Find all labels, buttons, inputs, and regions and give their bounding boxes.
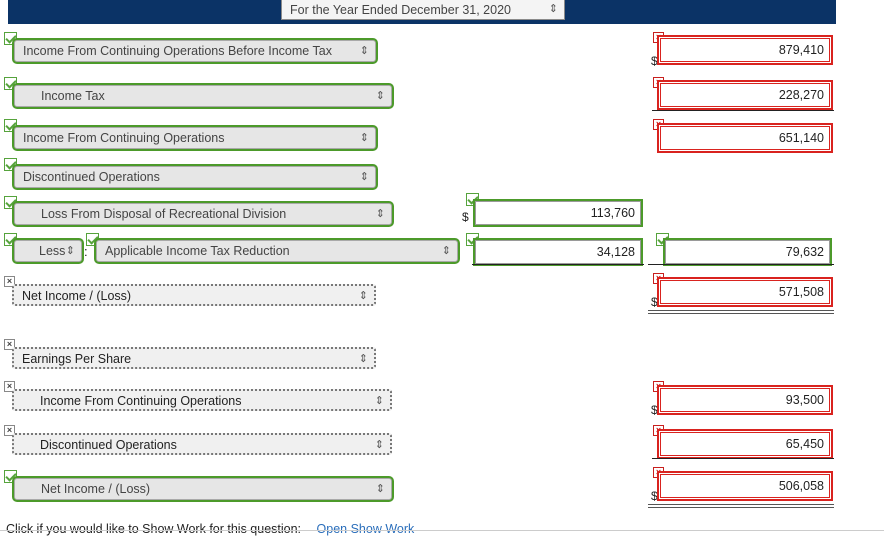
correct-check-icon [86, 233, 99, 246]
row-label-select[interactable]: Income From Continuing Operations ⇕ [12, 389, 392, 411]
incorrect-x-icon: × [653, 273, 664, 284]
total-double-underline-top [648, 504, 834, 505]
row-label-text: Earnings Per Share [22, 352, 132, 366]
footer-divider [0, 530, 884, 531]
correct-check-icon [4, 119, 17, 132]
select-arrows-icon: ⇕ [441, 245, 451, 257]
amount-input[interactable]: 65,450 [660, 432, 830, 456]
dollar-sign: $ [651, 489, 658, 503]
incorrect-x-icon: × [653, 32, 664, 43]
select-arrows-icon: ⇕ [359, 45, 369, 57]
correct-check-icon [4, 470, 17, 483]
row-label-text: Net Income / (Loss) [41, 482, 151, 496]
unanswered-x-icon: × [4, 276, 15, 287]
total-double-underline-top [648, 310, 834, 311]
row-label-text: Applicable Income Tax Reduction [105, 244, 290, 258]
unanswered-x-icon: × [4, 381, 15, 392]
select-arrows-icon: ⇕ [358, 290, 368, 302]
row-label-select[interactable]: Net Income / (Loss) ⇕ [12, 284, 376, 306]
dollar-sign: $ [651, 295, 658, 309]
subtotal-underline [472, 264, 644, 265]
row-label-select[interactable]: Income Tax ⇕ [14, 85, 392, 107]
row-label-text: Income Tax [41, 89, 105, 103]
incorrect-x-icon: × [653, 381, 664, 392]
row-label-select[interactable]: Income From Continuing Operations ⇕ [14, 127, 376, 149]
amount-input[interactable]: 228,270 [660, 83, 830, 107]
select-arrows-icon: ⇕ [374, 439, 384, 451]
unanswered-x-icon: × [4, 339, 15, 350]
dollar-sign: $ [651, 54, 658, 68]
select-arrows-icon: ⇕ [359, 171, 369, 183]
amount-input[interactable]: 506,058 [660, 474, 830, 498]
select-arrows-icon: ⇕ [65, 245, 75, 257]
row-label-text: Income From Continuing Operations [23, 131, 225, 145]
correct-check-icon [4, 158, 17, 171]
subtotal-underline [652, 458, 834, 459]
select-arrows-icon: ⇕ [358, 353, 368, 365]
row-label-text: Discontinued Operations [23, 170, 160, 184]
correct-check-icon [4, 77, 17, 90]
correct-check-icon [4, 32, 17, 45]
row-label-select[interactable]: Discontinued Operations ⇕ [14, 166, 376, 188]
colon-separator: : [84, 244, 88, 259]
select-arrows-icon: ⇕ [375, 483, 385, 495]
row-label-text: Income From Continuing Operations Before… [23, 44, 332, 58]
incorrect-x-icon: × [653, 467, 664, 478]
correct-check-icon [4, 196, 17, 209]
open-show-work-link[interactable]: Open Show Work [316, 522, 415, 536]
row-label-text: Income From Continuing Operations [40, 394, 242, 408]
less-operator-select[interactable]: Less ⇕ [14, 240, 82, 262]
less-operator-text: Less [39, 244, 66, 258]
amount-input[interactable]: 571,508 [660, 280, 830, 304]
row-label-text: Net Income / (Loss) [22, 289, 132, 303]
incorrect-x-icon: × [653, 77, 664, 88]
amount-input[interactable]: 113,760 [475, 201, 641, 225]
incorrect-x-icon: × [653, 119, 664, 130]
show-work-prompt: Click if you would like to Show Work for… [6, 522, 302, 536]
amount-input[interactable]: 34,128 [475, 240, 641, 264]
period-select-label: For the Year Ended December 31, 2020 [290, 3, 511, 17]
select-arrows-icon: ⇕ [375, 90, 385, 102]
amount-input[interactable]: 93,500 [660, 388, 830, 412]
amount-input[interactable]: 79,632 [665, 240, 830, 264]
dollar-sign: $ [651, 403, 658, 417]
dollar-sign: $ [462, 210, 469, 224]
subtotal-underline [648, 264, 834, 265]
select-arrows-icon: ⇕ [359, 132, 369, 144]
total-double-underline-bottom [648, 507, 834, 508]
select-arrows-icon: ⇕ [548, 3, 558, 15]
amount-input[interactable]: 879,410 [660, 38, 830, 62]
select-arrows-icon: ⇕ [374, 395, 384, 407]
row-label-select[interactable]: Income From Continuing Operations Before… [14, 40, 376, 62]
row-label-select[interactable]: Earnings Per Share ⇕ [12, 347, 376, 369]
total-double-underline-bottom [648, 313, 834, 314]
row-label-text: Discontinued Operations [40, 438, 177, 452]
row-label-select[interactable]: Loss From Disposal of Recreational Divis… [14, 203, 392, 225]
amount-input[interactable]: 651,140 [660, 126, 830, 150]
correct-check-icon [4, 233, 17, 246]
row-label-select[interactable]: Discontinued Operations ⇕ [12, 433, 392, 455]
row-label-select[interactable]: Net Income / (Loss) ⇕ [14, 478, 392, 500]
subtotal-underline [652, 110, 834, 111]
unanswered-x-icon: × [4, 425, 15, 436]
row-label-text: Loss From Disposal of Recreational Divis… [41, 207, 287, 221]
show-work-footer: Click if you would like to Show Work for… [6, 522, 414, 536]
row-label-select[interactable]: Applicable Income Tax Reduction ⇕ [96, 240, 458, 262]
select-arrows-icon: ⇕ [375, 208, 385, 220]
period-select[interactable]: For the Year Ended December 31, 2020 ⇕ [281, 0, 565, 20]
incorrect-x-icon: × [653, 425, 664, 436]
